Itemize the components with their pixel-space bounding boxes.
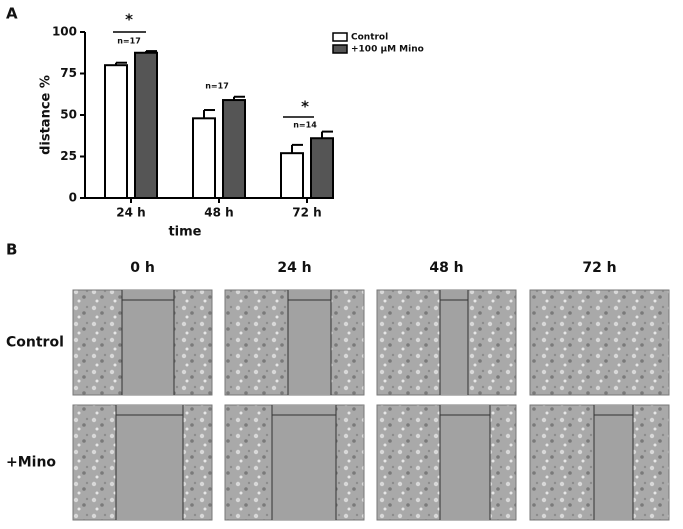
annotation: n=17: [205, 82, 229, 91]
annotation: *: [125, 11, 133, 29]
legend-label: Control: [351, 33, 388, 43]
panel-label: B: [6, 241, 17, 259]
x-tick-label: 72 h: [292, 206, 321, 220]
bar: [104, 64, 128, 199]
legend-swatch: [332, 32, 348, 42]
wound-gap: [440, 405, 490, 520]
wound-gap: [272, 405, 336, 520]
x-tick-label: 24 h: [116, 206, 145, 220]
y-tick-label: 25: [60, 149, 77, 163]
wound-gap: [122, 290, 174, 395]
y-tick-label: 75: [60, 66, 77, 80]
x-tick-label: 48 h: [204, 206, 233, 220]
annotation: *: [301, 98, 309, 116]
y-tick-label: 100: [52, 25, 77, 39]
bar: [310, 137, 334, 200]
y-tick-label: 0: [69, 191, 77, 205]
bar: [280, 152, 304, 199]
row-label: +Mino: [6, 455, 56, 471]
y-tick-label: 50: [60, 108, 77, 122]
bar: [192, 117, 216, 199]
wound-gap: [594, 405, 633, 520]
micrograph: [529, 289, 670, 396]
column-label: 24 h: [277, 260, 311, 276]
y-axis-label: distance %: [39, 75, 54, 155]
annotation: n=14: [293, 121, 317, 130]
column-label: 72 h: [582, 260, 616, 276]
legend-label: +100 µM Mino: [351, 45, 424, 55]
legend-swatch: [332, 44, 348, 54]
bar: [134, 51, 158, 199]
x-axis-label: time: [168, 225, 201, 240]
wound-gap: [288, 290, 331, 395]
column-label: 48 h: [429, 260, 463, 276]
annotation: n=17: [117, 37, 141, 46]
bar: [222, 99, 246, 199]
wound-gap: [116, 405, 183, 520]
row-label: Control: [6, 335, 64, 351]
column-label: 0 h: [130, 260, 155, 276]
panel-label: A: [6, 5, 18, 23]
wound-gap: [440, 290, 468, 395]
